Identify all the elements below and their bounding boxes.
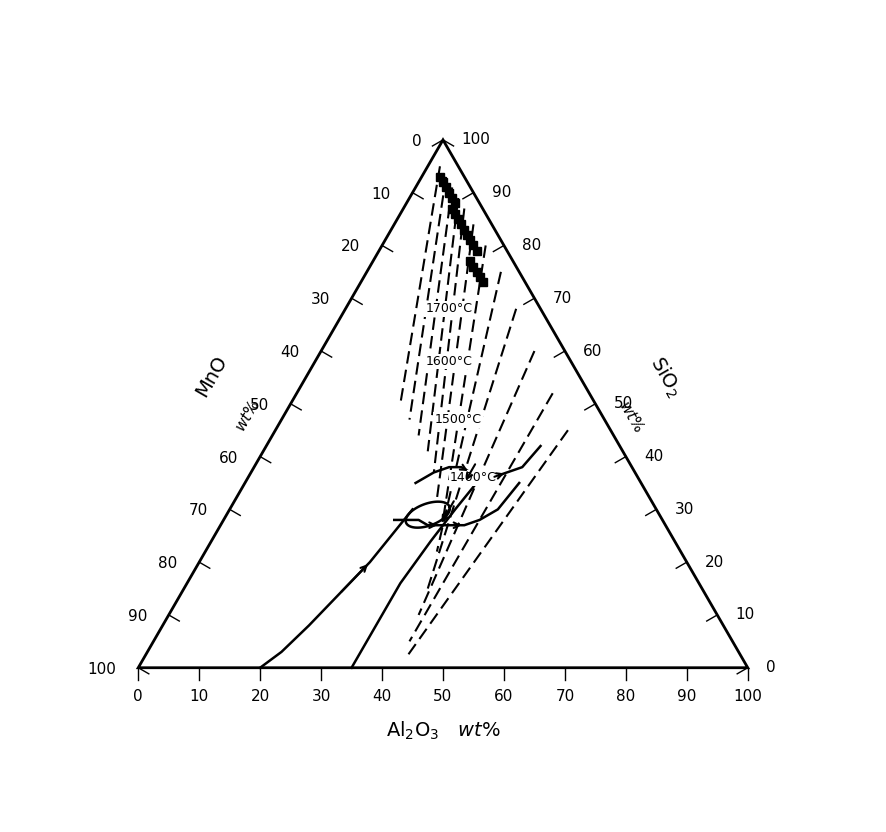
Text: 1700°C: 1700°C bbox=[425, 302, 472, 315]
Text: 1500°C: 1500°C bbox=[435, 414, 482, 426]
Text: 60: 60 bbox=[494, 689, 514, 704]
Text: 20: 20 bbox=[341, 240, 361, 255]
Text: 10: 10 bbox=[371, 186, 391, 201]
Text: 10: 10 bbox=[735, 607, 755, 622]
Text: 70: 70 bbox=[553, 290, 572, 305]
Text: Al$_2$O$_3$   $wt\%$: Al$_2$O$_3$ $wt\%$ bbox=[385, 720, 501, 742]
Text: 0: 0 bbox=[134, 689, 143, 704]
Text: 70: 70 bbox=[189, 503, 208, 518]
Text: 30: 30 bbox=[674, 502, 694, 517]
Text: 10: 10 bbox=[190, 689, 209, 704]
Text: 0: 0 bbox=[766, 661, 775, 676]
Text: 80: 80 bbox=[617, 689, 635, 704]
Text: 30: 30 bbox=[310, 292, 330, 307]
Text: SiO$_2$: SiO$_2$ bbox=[645, 353, 686, 400]
Text: 80: 80 bbox=[159, 556, 177, 572]
Text: 100: 100 bbox=[88, 661, 117, 676]
Text: 30: 30 bbox=[311, 689, 330, 704]
Text: 80: 80 bbox=[522, 238, 541, 253]
Text: 70: 70 bbox=[556, 689, 574, 704]
Text: 1600°C: 1600°C bbox=[425, 355, 472, 368]
Text: 50: 50 bbox=[433, 689, 453, 704]
Text: 40: 40 bbox=[280, 345, 299, 360]
Text: 60: 60 bbox=[583, 344, 602, 359]
Text: 90: 90 bbox=[677, 689, 696, 704]
Text: 90: 90 bbox=[492, 186, 511, 201]
Text: 40: 40 bbox=[644, 449, 664, 464]
Text: 20: 20 bbox=[705, 555, 725, 570]
Text: $wt\%$: $wt\%$ bbox=[617, 397, 648, 435]
Text: 50: 50 bbox=[614, 396, 633, 411]
Text: MnO: MnO bbox=[192, 353, 230, 400]
Text: 60: 60 bbox=[219, 451, 238, 466]
Text: 100: 100 bbox=[462, 132, 490, 147]
Text: 50: 50 bbox=[250, 398, 268, 413]
Text: 20: 20 bbox=[251, 689, 269, 704]
Text: 40: 40 bbox=[372, 689, 392, 704]
Text: 1400°C: 1400°C bbox=[450, 471, 497, 484]
Text: 0: 0 bbox=[412, 134, 421, 149]
Text: 90: 90 bbox=[128, 609, 147, 624]
Text: $wt\%$: $wt\%$ bbox=[232, 397, 263, 435]
Text: 100: 100 bbox=[734, 689, 762, 704]
